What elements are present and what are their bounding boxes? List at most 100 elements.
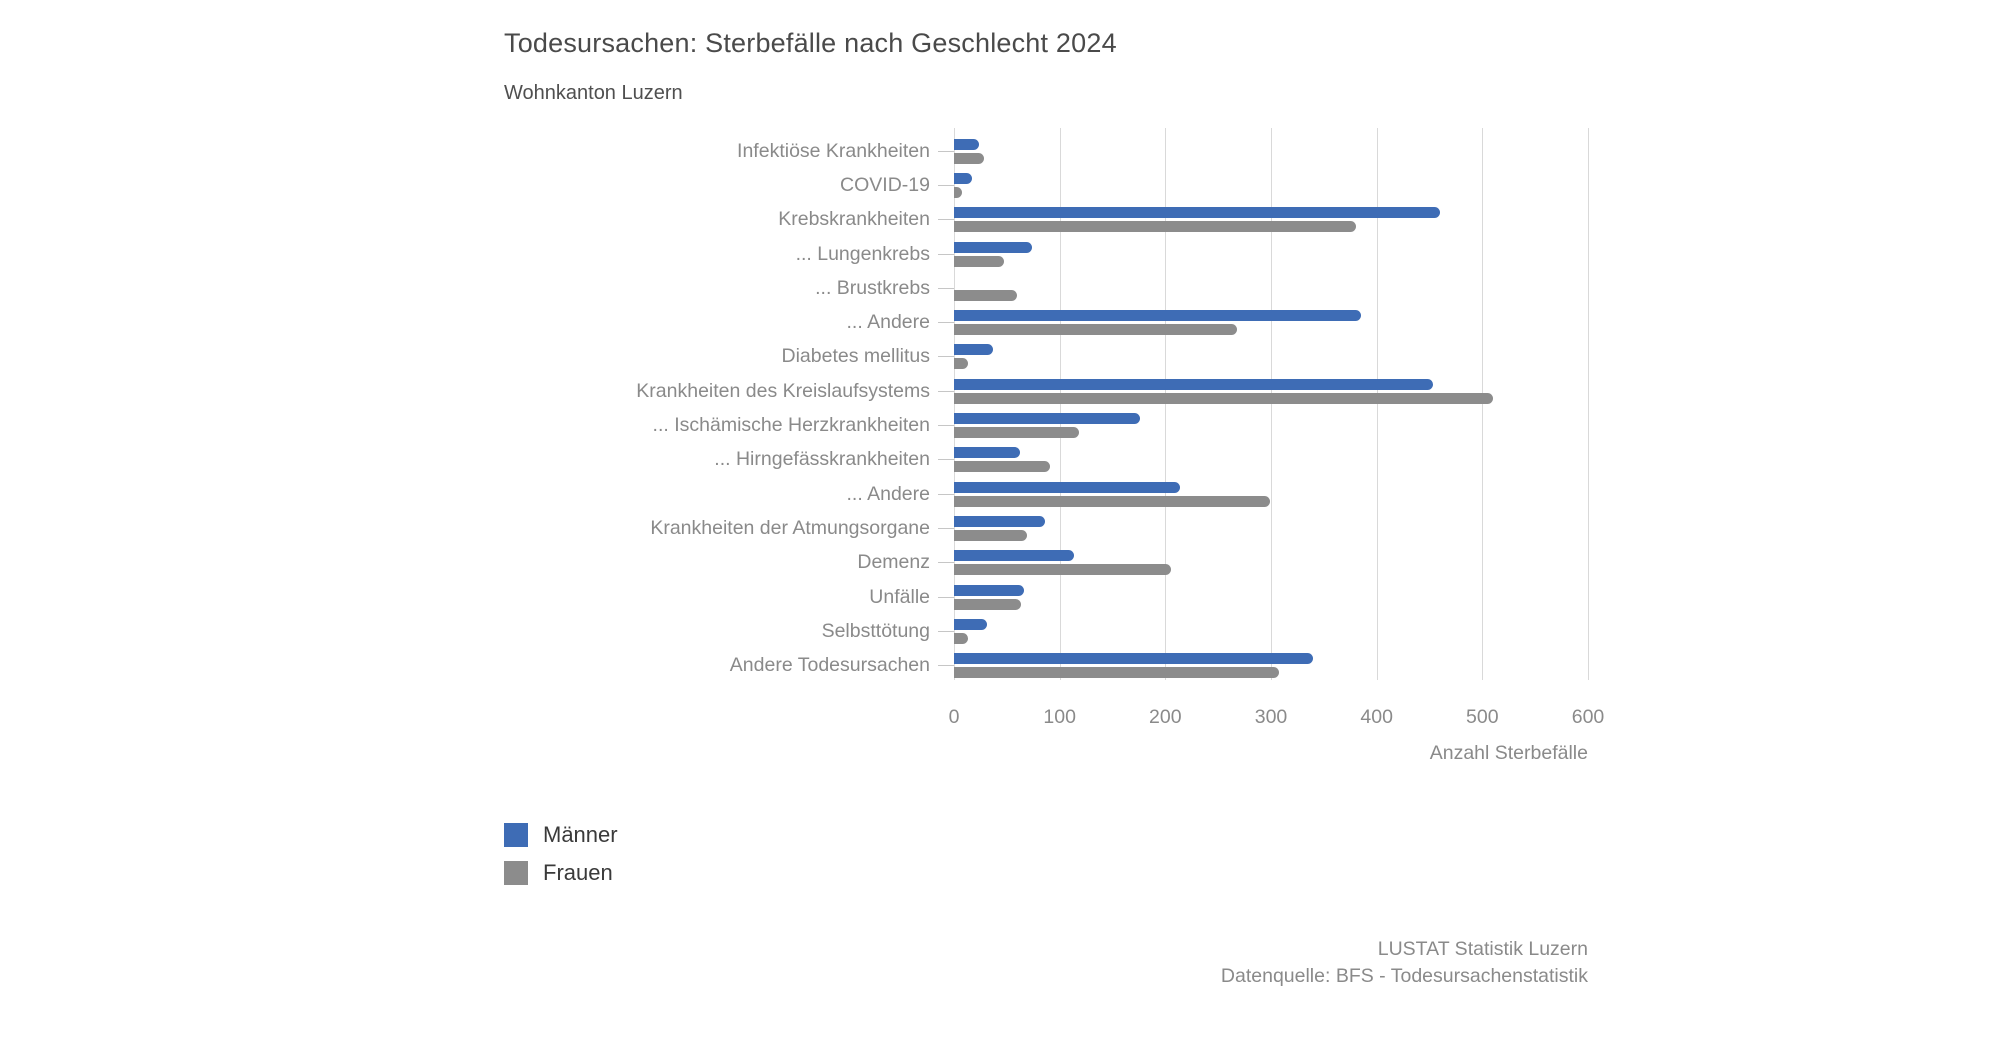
gridline-100: [1059, 128, 1061, 680]
category-label: ... Andere: [846, 482, 930, 505]
bar-maenner: [954, 378, 1433, 390]
bar-frauen: [954, 667, 1280, 679]
legend-label: Frauen: [543, 860, 613, 885]
bar-frauen: [954, 632, 968, 644]
source-line-1: LUSTAT Statistik Luzern: [1377, 938, 1588, 960]
bar-pair: [954, 546, 1588, 580]
bar-pair: [954, 340, 1588, 374]
legend-item-frauen: Frauen: [504, 860, 618, 886]
category-label: Selbsttötung: [821, 619, 930, 642]
bar-maenner: [954, 138, 980, 150]
bar-frauen: [954, 529, 1027, 541]
category-row: ... Ischämische Herzkrankheiten: [497, 408, 1588, 442]
bar-maenner: [954, 550, 1075, 562]
bar-maenner: [954, 344, 994, 356]
category-label: Krebskrankheiten: [778, 208, 930, 231]
category-row: Krankheiten der Atmungsorgane: [497, 511, 1588, 545]
bar-maenner: [954, 618, 987, 630]
legend-swatch-maenner: [504, 823, 528, 847]
bar-frauen: [954, 495, 1270, 507]
category-tick: [938, 665, 954, 667]
category-label: Demenz: [857, 551, 930, 574]
bar-frauen: [954, 324, 1238, 336]
x-axis-tick-label: 600: [1571, 706, 1605, 728]
category-tick: [938, 253, 954, 255]
legend-swatch-frauen: [504, 861, 528, 885]
bar-maenner: [954, 584, 1024, 596]
bar-pair: [954, 168, 1588, 202]
category-row: Andere Todesursachen: [497, 648, 1588, 682]
bar-frauen: [954, 598, 1021, 610]
category-tick: [938, 322, 954, 324]
x-axis-tick-label: 500: [1466, 706, 1499, 728]
bar-frauen: [954, 152, 984, 164]
bar-maenner: [954, 241, 1033, 253]
bar-maenner: [954, 653, 1314, 665]
bar-pair: [954, 477, 1588, 511]
bar-maenner: [954, 207, 1441, 219]
bar-pair: [954, 134, 1588, 168]
category-row: Selbsttötung: [497, 614, 1588, 648]
bar-pair: [954, 511, 1588, 545]
category-label: Infektiöse Krankheiten: [737, 139, 930, 162]
x-axis: 0 100 200 300 400 500 600: [949, 686, 1605, 728]
gridline-300: [1271, 128, 1272, 680]
category-label: COVID-19: [840, 173, 930, 196]
source-note: LUSTAT Statistik Luzern Datenquelle: BFS…: [988, 936, 1588, 990]
category-label: Andere Todesursachen: [729, 654, 930, 677]
category-tick: [938, 425, 954, 427]
bar-pair: [954, 271, 1588, 305]
legend-item-maenner: Männer: [504, 822, 618, 848]
gridline-0: [954, 128, 955, 680]
bar-pair: [954, 443, 1588, 477]
bar-rows: Infektiöse Krankheiten COVID-19 Krebskrank…: [497, 134, 1588, 683]
plot-area: Infektiöse Krankheiten COVID-19 Krebskrank…: [497, 128, 1604, 764]
category-row: Demenz: [497, 546, 1588, 580]
category-label: Diabetes mellitus: [781, 345, 930, 368]
category-row: Krankheiten des Kreislaufsystems: [497, 374, 1588, 408]
bar-maenner: [954, 481, 1181, 493]
bar-pair: [954, 237, 1588, 271]
bar-pair: [954, 374, 1588, 408]
category-row: ... Lungenkrebs: [497, 237, 1588, 271]
x-axis-tick-label: 200: [1149, 706, 1182, 728]
category-row: Infektiöse Krankheiten: [497, 134, 1588, 168]
chart-title: Todesursachen: Sterbefälle nach Geschlec…: [504, 28, 1117, 58]
bar-pair: [954, 614, 1588, 648]
category-row: Unfälle: [497, 580, 1588, 614]
bar-maenner: [954, 172, 972, 184]
category-tick: [938, 184, 954, 186]
bar-frauen: [954, 427, 1079, 439]
category-tick: [938, 150, 954, 152]
category-label: ... Brustkrebs: [815, 276, 930, 299]
source-line-2: Datenquelle: BFS - Todesursachenstatisti…: [1220, 965, 1588, 987]
x-axis-tick-label: 0: [948, 706, 960, 728]
category-tick: [938, 287, 954, 289]
category-row: ... Andere: [497, 305, 1588, 339]
bar-frauen: [954, 392, 1493, 404]
category-tick: [938, 527, 954, 529]
category-tick: [938, 356, 954, 358]
bar-pair: [954, 203, 1588, 237]
category-label: ... Hirngefässkrankheiten: [714, 448, 930, 471]
category-row: ... Hirngefässkrankheiten: [497, 443, 1588, 477]
bar-maenner: [954, 413, 1140, 425]
gridline-200: [1165, 128, 1167, 680]
x-axis-tick-label: 300: [1254, 706, 1288, 728]
gridline-400: [1376, 128, 1378, 680]
gridline-600: [1588, 128, 1589, 680]
category-tick: [938, 219, 954, 221]
category-label: Krankheiten der Atmungsorgane: [650, 516, 930, 539]
bar-frauen: [954, 289, 1018, 301]
gridline-500: [1482, 128, 1484, 680]
bar-pair: [954, 305, 1588, 339]
category-label: Unfälle: [869, 585, 930, 608]
x-axis-tick-label: 400: [1360, 706, 1393, 728]
legend: Männer Frauen: [504, 822, 618, 898]
bar-frauen: [954, 255, 1004, 267]
category-row: Krebskrankheiten: [497, 203, 1588, 237]
bar-frauen: [954, 461, 1051, 473]
category-tick: [938, 493, 954, 495]
category-row: Diabetes mellitus: [497, 340, 1588, 374]
